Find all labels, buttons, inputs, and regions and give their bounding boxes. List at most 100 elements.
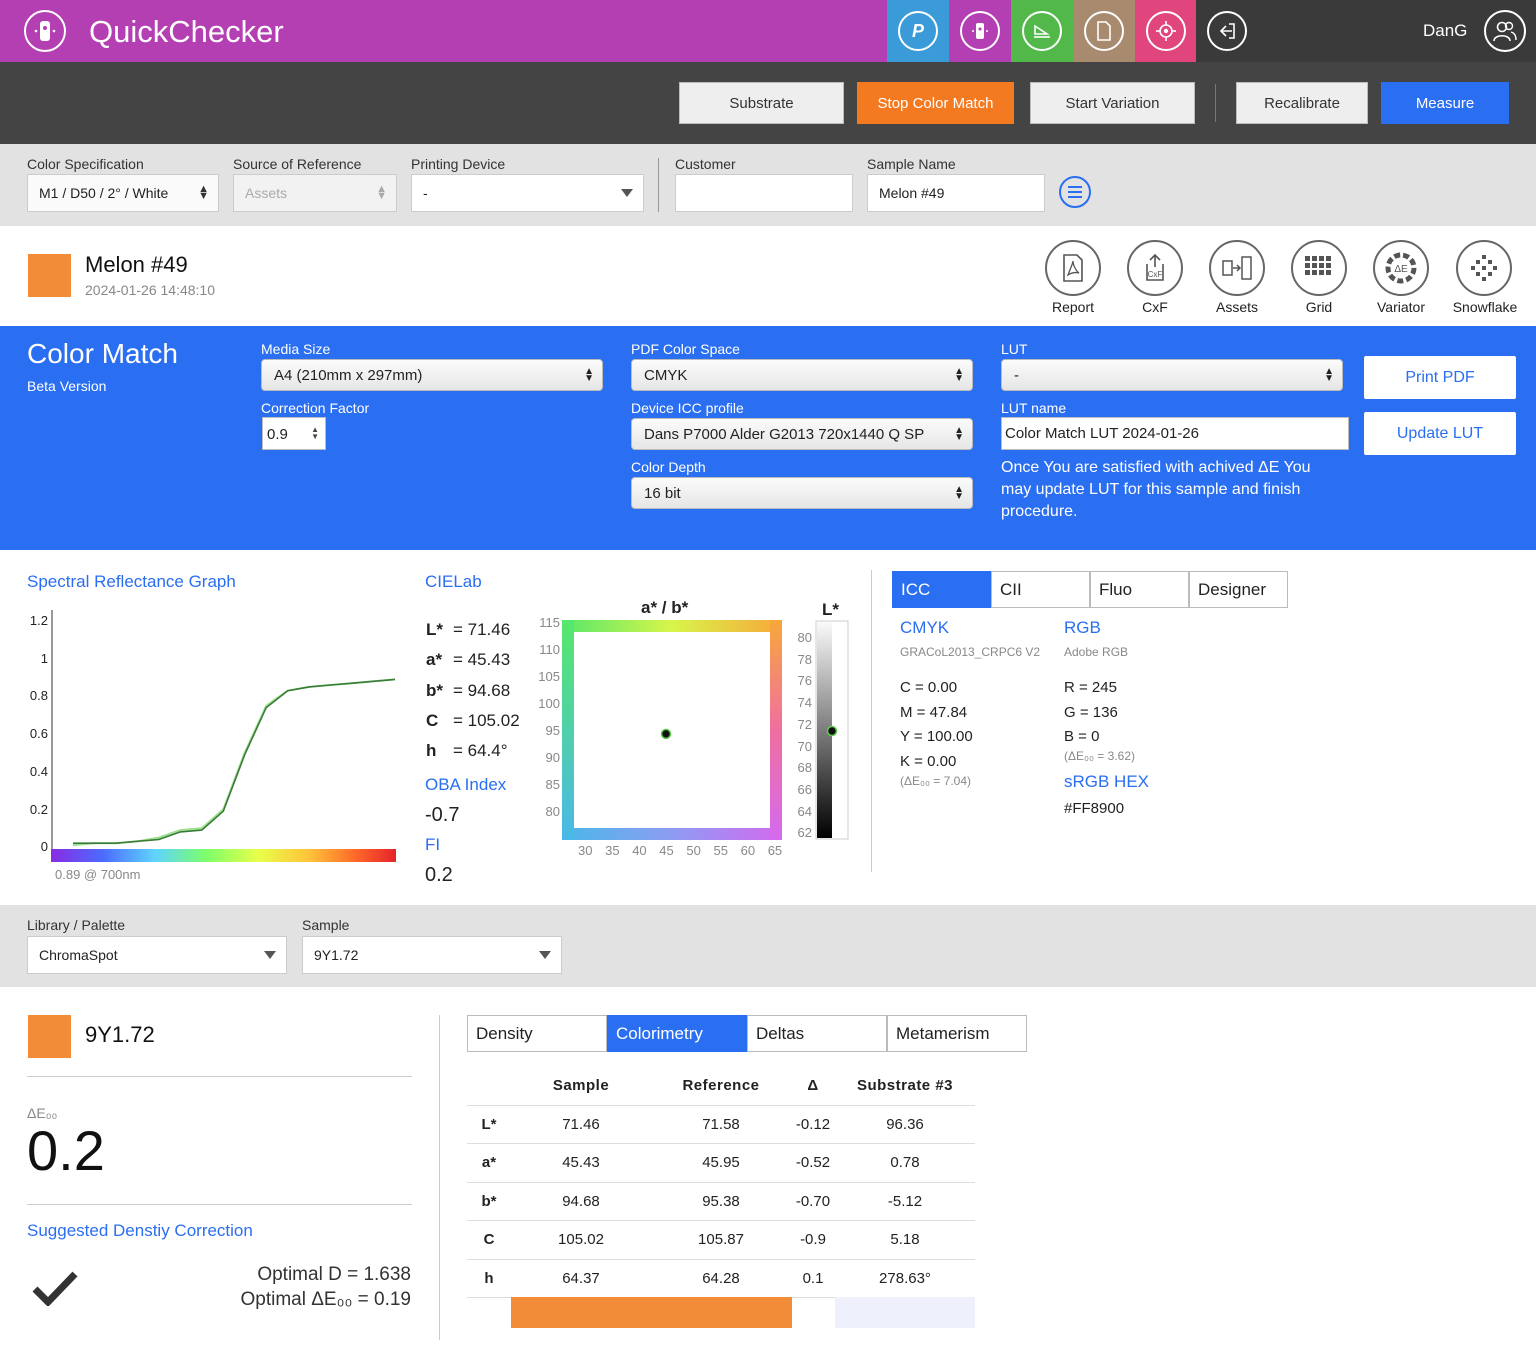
spectral-title: Spectral Reflectance Graph: [27, 572, 236, 591]
ab-y-tick-label: 110: [539, 642, 560, 657]
table-cell: -5.12: [835, 1182, 975, 1221]
sample-reference-swatch-bar: [511, 1297, 792, 1328]
updown-arrow-icon: ▲ ▼: [954, 366, 964, 384]
specification-bar: Color Specification M1 / D50 / 2° / Whit…: [0, 144, 1536, 226]
tab-designer[interactable]: Designer: [1189, 571, 1288, 608]
lut-name-input[interactable]: Color Match LUT 2024-01-26: [1001, 417, 1349, 450]
table-cell: 96.36: [835, 1105, 975, 1144]
y-tick-label: 0.4: [29, 763, 48, 779]
table-header: Δ: [791, 1067, 835, 1106]
target-icon[interactable]: [1135, 0, 1197, 62]
start-variation-button[interactable]: Start Variation: [1030, 82, 1195, 124]
sample-name-input[interactable]: Melon #49: [867, 174, 1045, 212]
tab-density[interactable]: Density: [467, 1015, 607, 1052]
sample-select-label: Sample: [302, 917, 350, 933]
ab-y-tick-label: 80: [545, 804, 560, 819]
rgb-b: B = 0: [1064, 728, 1100, 746]
tab-fluo[interactable]: Fluo: [1090, 571, 1189, 608]
lab-values: = 71.46 = 45.43 = 94.68 = 105.02 = 64.4°: [453, 615, 520, 766]
lut-note: Once You are satisfied with achived ΔE Y…: [1001, 459, 1311, 520]
app-logo-icon[interactable]: [24, 10, 66, 52]
sample-timestamp: 2024-01-26 14:48:10: [85, 282, 215, 298]
media-size-label: Media Size: [261, 341, 331, 357]
table-cell: -0.70: [791, 1182, 835, 1221]
sample-select[interactable]: 9Y1.72: [302, 936, 562, 974]
tab-deltas[interactable]: Deltas: [747, 1015, 887, 1052]
b-label: b*: [426, 680, 443, 700]
user-name[interactable]: DanG: [1423, 21, 1468, 40]
stop-color-match-button[interactable]: Stop Color Match: [857, 82, 1014, 124]
rgb-values: R = 245 G = 136 B = 0: [1064, 676, 1118, 750]
color-match-panel: Color Match Beta Version Media Size A4 (…: [0, 326, 1536, 550]
device-icc-select[interactable]: Dans P7000 Alder G2013 720x1440 Q SP ▲ ▼: [631, 418, 973, 450]
sample-swatch: [28, 254, 71, 297]
tab-metamerism[interactable]: Metamerism: [887, 1015, 1027, 1052]
table-cell: 0.78: [835, 1143, 975, 1183]
table-header: Sample: [511, 1067, 651, 1106]
h-label: h: [426, 741, 437, 761]
toolbar-divider: [1215, 84, 1216, 122]
print-pdf-button[interactable]: Print PDF: [1364, 356, 1516, 399]
y-tick-label: 1: [40, 650, 48, 666]
tab-cii[interactable]: CII: [991, 571, 1090, 608]
variator-icon[interactable]: ΔE: [1373, 240, 1429, 296]
source-select[interactable]: Assets ▲ ▼: [233, 174, 397, 212]
snowflake-icon[interactable]: [1456, 240, 1512, 296]
y-tick-label: 0.2: [29, 801, 48, 817]
color-depth-select[interactable]: 16 bit ▲ ▼: [631, 477, 973, 509]
lut-select[interactable]: - ▲ ▼: [1001, 359, 1343, 391]
substrate-button[interactable]: Substrate: [679, 82, 844, 124]
recalibrate-button[interactable]: Recalibrate: [1236, 82, 1368, 124]
pdf-color-space-select[interactable]: CMYK ▲ ▼: [631, 359, 973, 391]
tab-colorimetry[interactable]: Colorimetry: [607, 1015, 747, 1052]
l-tick-label: 78: [797, 651, 812, 667]
correction-factor-stepper[interactable]: 0.9 ▲ ▼: [262, 417, 326, 450]
media-size-select[interactable]: A4 (210mm x 297mm) ▲ ▼: [261, 359, 603, 391]
row-label: h: [467, 1259, 511, 1298]
row-label: b*: [467, 1182, 511, 1221]
update-lut-button[interactable]: Update LUT: [1364, 412, 1516, 455]
l-tick-label: 80: [797, 630, 812, 645]
ab-x-tick-label: 55: [713, 843, 728, 858]
section-divider: [871, 570, 872, 872]
scanner-icon[interactable]: [1011, 0, 1073, 62]
correction-factor-label: Correction Factor: [261, 400, 370, 416]
device-icon[interactable]: [949, 0, 1011, 62]
list-icon[interactable]: [1059, 176, 1091, 208]
variator-label: Variator: [1377, 299, 1425, 315]
rgb-delta-e: (ΔE₀₀ = 3.62): [1064, 749, 1136, 763]
source-label: Source of Reference: [233, 156, 362, 172]
L-value: = 71.46: [453, 620, 511, 639]
colorimetry-table: Sample Reference Δ Substrate #3 L* 71.46 7…: [467, 1067, 975, 1298]
document-icon[interactable]: [1073, 0, 1135, 62]
report-icon[interactable]: [1045, 240, 1101, 296]
sample-title: Melon #49: [85, 252, 188, 277]
ab-sample-point: [660, 728, 672, 740]
table-header: Substrate #3: [835, 1067, 975, 1106]
measure-button[interactable]: Measure: [1381, 82, 1509, 124]
row-label: L*: [467, 1105, 511, 1144]
color-spec-select[interactable]: M1 / D50 / 2° / White ▲ ▼: [27, 174, 219, 212]
printing-device-select[interactable]: -: [411, 174, 644, 212]
ab-y-tick-label: 115: [539, 615, 560, 630]
grid-icon[interactable]: [1291, 240, 1347, 296]
assets-icon[interactable]: [1209, 240, 1265, 296]
library-select[interactable]: ChromaSpot: [27, 936, 287, 974]
table-cell: 95.38: [651, 1182, 791, 1221]
ab-x-tick-label: 40: [632, 843, 647, 858]
tab-icc[interactable]: ICC: [892, 571, 991, 608]
updown-arrow-icon: ▲ ▼: [198, 183, 209, 202]
user-avatar-icon[interactable]: [1484, 10, 1526, 52]
l-tick-label: 62: [797, 825, 812, 841]
pantone-icon[interactable]: P: [887, 0, 949, 62]
stepper-arrows-icon[interactable]: ▲ ▼: [311, 425, 319, 441]
updown-arrow-icon: ▲ ▼: [1324, 366, 1334, 384]
cxf-icon[interactable]: CxF: [1127, 240, 1183, 296]
rgb-r: R = 245: [1064, 679, 1117, 696]
table-cell: 94.68: [511, 1182, 651, 1221]
logout-icon[interactable]: [1196, 0, 1258, 62]
l-tick-label: 64: [797, 803, 812, 819]
customer-input[interactable]: [675, 174, 853, 212]
table-header: Reference: [651, 1067, 791, 1106]
ref-vertical-divider: [439, 1015, 440, 1340]
